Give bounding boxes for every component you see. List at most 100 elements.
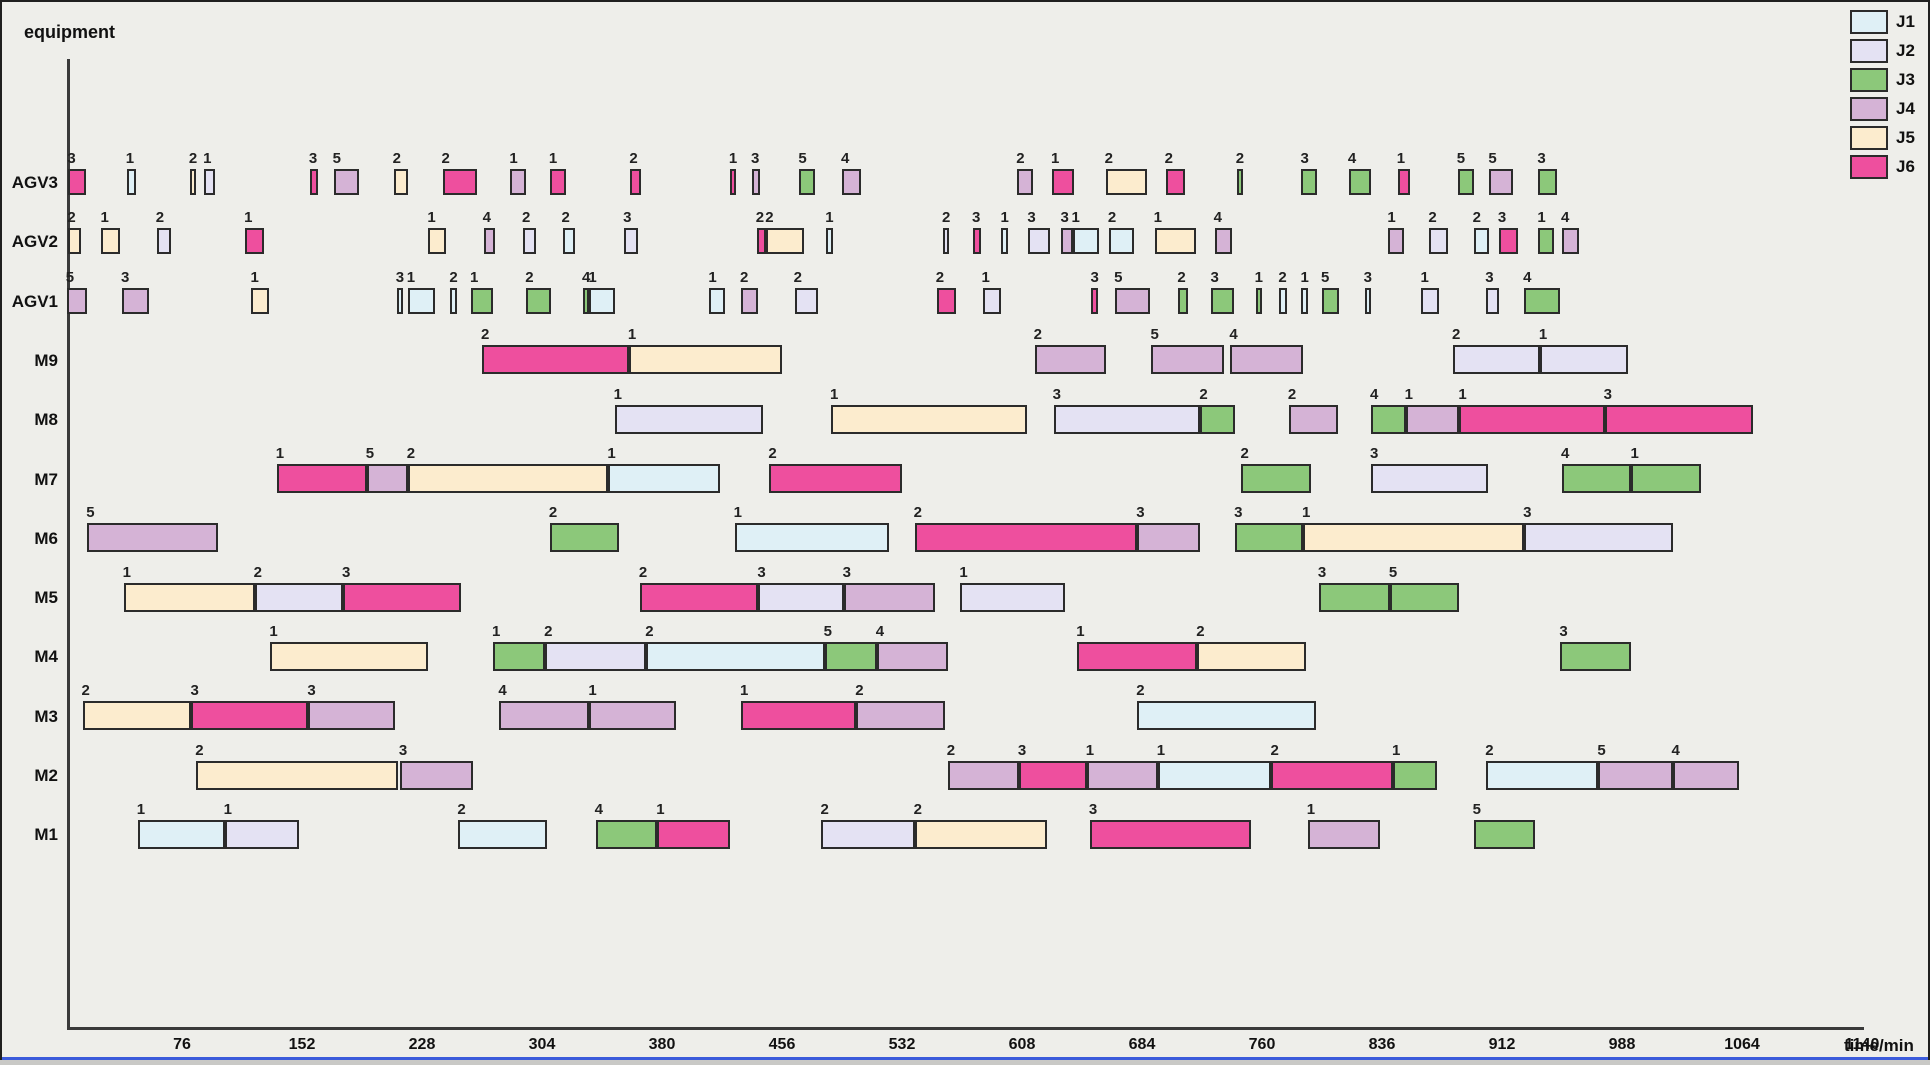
operation-number-label: 2: [1177, 268, 1186, 286]
row-label-m2: M2: [34, 766, 58, 785]
operation-number-label: 1: [613, 385, 622, 403]
gantt-bar-agv1-j4: [740, 287, 759, 314]
gantt-bar-m4-j4: [876, 641, 948, 671]
operation-number-label: 4: [1671, 741, 1680, 759]
operation-number-label: 2: [1016, 150, 1025, 167]
gantt-bar-m8-j4: [1288, 404, 1338, 434]
operation-number-label: 2: [522, 209, 531, 227]
gantt-bar-agv3-j4: [1017, 169, 1034, 195]
gantt-bar-agv2-j3: [1538, 228, 1555, 255]
gantt-bar-m7-j1: [608, 464, 721, 493]
operation-number-label: 1: [1396, 150, 1406, 167]
gantt-bar-m5-j3: [1389, 582, 1460, 612]
operation-number-label: 2: [1428, 209, 1437, 227]
operation-number-label: 2: [629, 150, 638, 167]
operation-number-label: 5: [1150, 326, 1159, 344]
operation-number-label: 1: [959, 563, 968, 581]
operation-number-label: 2: [1104, 150, 1114, 167]
operation-number-label: 5: [1388, 563, 1398, 581]
gantt-bar-agv3-j1: [126, 169, 137, 195]
operation-number-label: 2: [1107, 209, 1117, 227]
gantt-bar-m7-j4: [366, 464, 408, 493]
gantt-bar-m4-j5: [270, 641, 429, 671]
legend-entry-j5: J5: [1850, 126, 1922, 150]
operation-number-label: 2: [457, 800, 466, 818]
operation-number-label: 2: [441, 150, 450, 167]
gantt-bar-agv3-j3: [1348, 169, 1371, 195]
x-tick-label: 608: [1008, 1036, 1036, 1053]
operation-number-label: 3: [1363, 268, 1372, 286]
operation-number-label: 4: [1561, 209, 1570, 227]
operation-number-label: 1: [1537, 209, 1546, 227]
legend-label-j1: J1: [1896, 12, 1915, 31]
operation-number-label: 3: [190, 682, 199, 700]
operation-number-label: 2: [548, 504, 558, 522]
operation-number-label: 1: [656, 800, 665, 818]
operation-number-label: 2: [1196, 622, 1205, 640]
operation-number-label: 1: [1156, 741, 1166, 759]
gantt-bar-m8-j6: [1459, 404, 1605, 434]
operation-number-label: 3: [121, 268, 130, 286]
gantt-bar-m4-j2: [545, 641, 647, 671]
x-tick-label: 760: [1248, 1036, 1276, 1053]
gantt-bar-m2-j1: [1157, 760, 1272, 790]
legend-label-j6: J6: [1896, 157, 1915, 176]
gantt-bar-agv2-j2: [1429, 228, 1449, 255]
x-tick-label: 304: [528, 1036, 556, 1053]
operation-number-label: 1: [1153, 209, 1162, 227]
gantt-bar-m5-j4: [843, 582, 936, 612]
operation-number-label: 1: [1538, 326, 1548, 344]
row-label-m9: M9: [34, 350, 58, 370]
gantt-bar-agv1-j6: [1091, 287, 1098, 314]
gantt-bar-m5-j6: [343, 582, 462, 612]
gantt-bar-m5-j2: [758, 582, 844, 612]
gantt-bar-agv3-j4: [1489, 169, 1514, 195]
gantt-bar-agv2-j5: [68, 228, 81, 255]
gantt-bar-agv1-j3: [1178, 287, 1188, 314]
operation-number-label: 1: [469, 268, 479, 286]
operation-number-label: 2: [1235, 150, 1245, 167]
gantt-bar-agv3-j6: [729, 169, 737, 195]
operation-number-label: 1: [1071, 209, 1080, 227]
gantt-bar-m2-j4: [1672, 760, 1739, 790]
gantt-bar-agv2-j6: [973, 228, 981, 255]
operation-number-label: 3: [398, 741, 408, 759]
gantt-bar-m3-j4: [589, 701, 677, 731]
gantt-bar-agv1-j3: [1524, 287, 1561, 314]
gantt-bar-agv2-j4: [1388, 228, 1405, 255]
gantt-bar-m1-j1: [458, 819, 547, 849]
gantt-bar-agv2-j6: [1498, 228, 1518, 255]
gantt-bar-agv2-j1: [1473, 228, 1490, 255]
gantt-bar-m2-j4: [947, 760, 1019, 790]
legend-swatch-j6: [1850, 155, 1888, 179]
operation-number-label: 1: [223, 800, 232, 818]
operation-number-label: 3: [751, 150, 760, 167]
operation-number-label: 4: [875, 622, 885, 640]
gantt-bar-agv2-j6: [756, 228, 767, 255]
gantt-bar-m6-j3: [549, 523, 620, 553]
operation-number-label: 1: [509, 150, 518, 167]
gantt-bar-m3-j4: [856, 701, 945, 731]
gantt-bar-m1-j3: [1473, 819, 1536, 849]
gantt-bar-agv3-j6: [309, 169, 318, 195]
operation-number-label: 3: [1497, 209, 1507, 227]
x-tick-label: 988: [1608, 1036, 1636, 1053]
gantt-bar-m4-j6: [1077, 641, 1198, 671]
gantt-bar-agv3-j6: [1397, 169, 1411, 195]
operation-number-label: 1: [733, 504, 742, 522]
gantt-bar-m6-j4: [87, 523, 219, 553]
gantt-bar-agv2-j1: [1072, 228, 1100, 255]
operation-number-label: 4: [482, 209, 491, 227]
gantt-bar-agv1-j1: [407, 287, 435, 314]
operation-number-label: 5: [1321, 268, 1330, 286]
legend-entry-j2: J2: [1850, 39, 1922, 63]
gantt-bar-m2-j4: [1086, 760, 1158, 790]
row-label-agv3: AGV3: [11, 173, 58, 192]
gantt-bar-m7-j6: [769, 464, 902, 493]
operation-number-label: 2: [1287, 385, 1297, 403]
operation-number-label: 5: [1597, 741, 1606, 759]
operation-number-label: 1: [122, 563, 131, 581]
x-tick-label: 152: [288, 1036, 316, 1053]
operation-number-label: 3: [1052, 385, 1061, 403]
